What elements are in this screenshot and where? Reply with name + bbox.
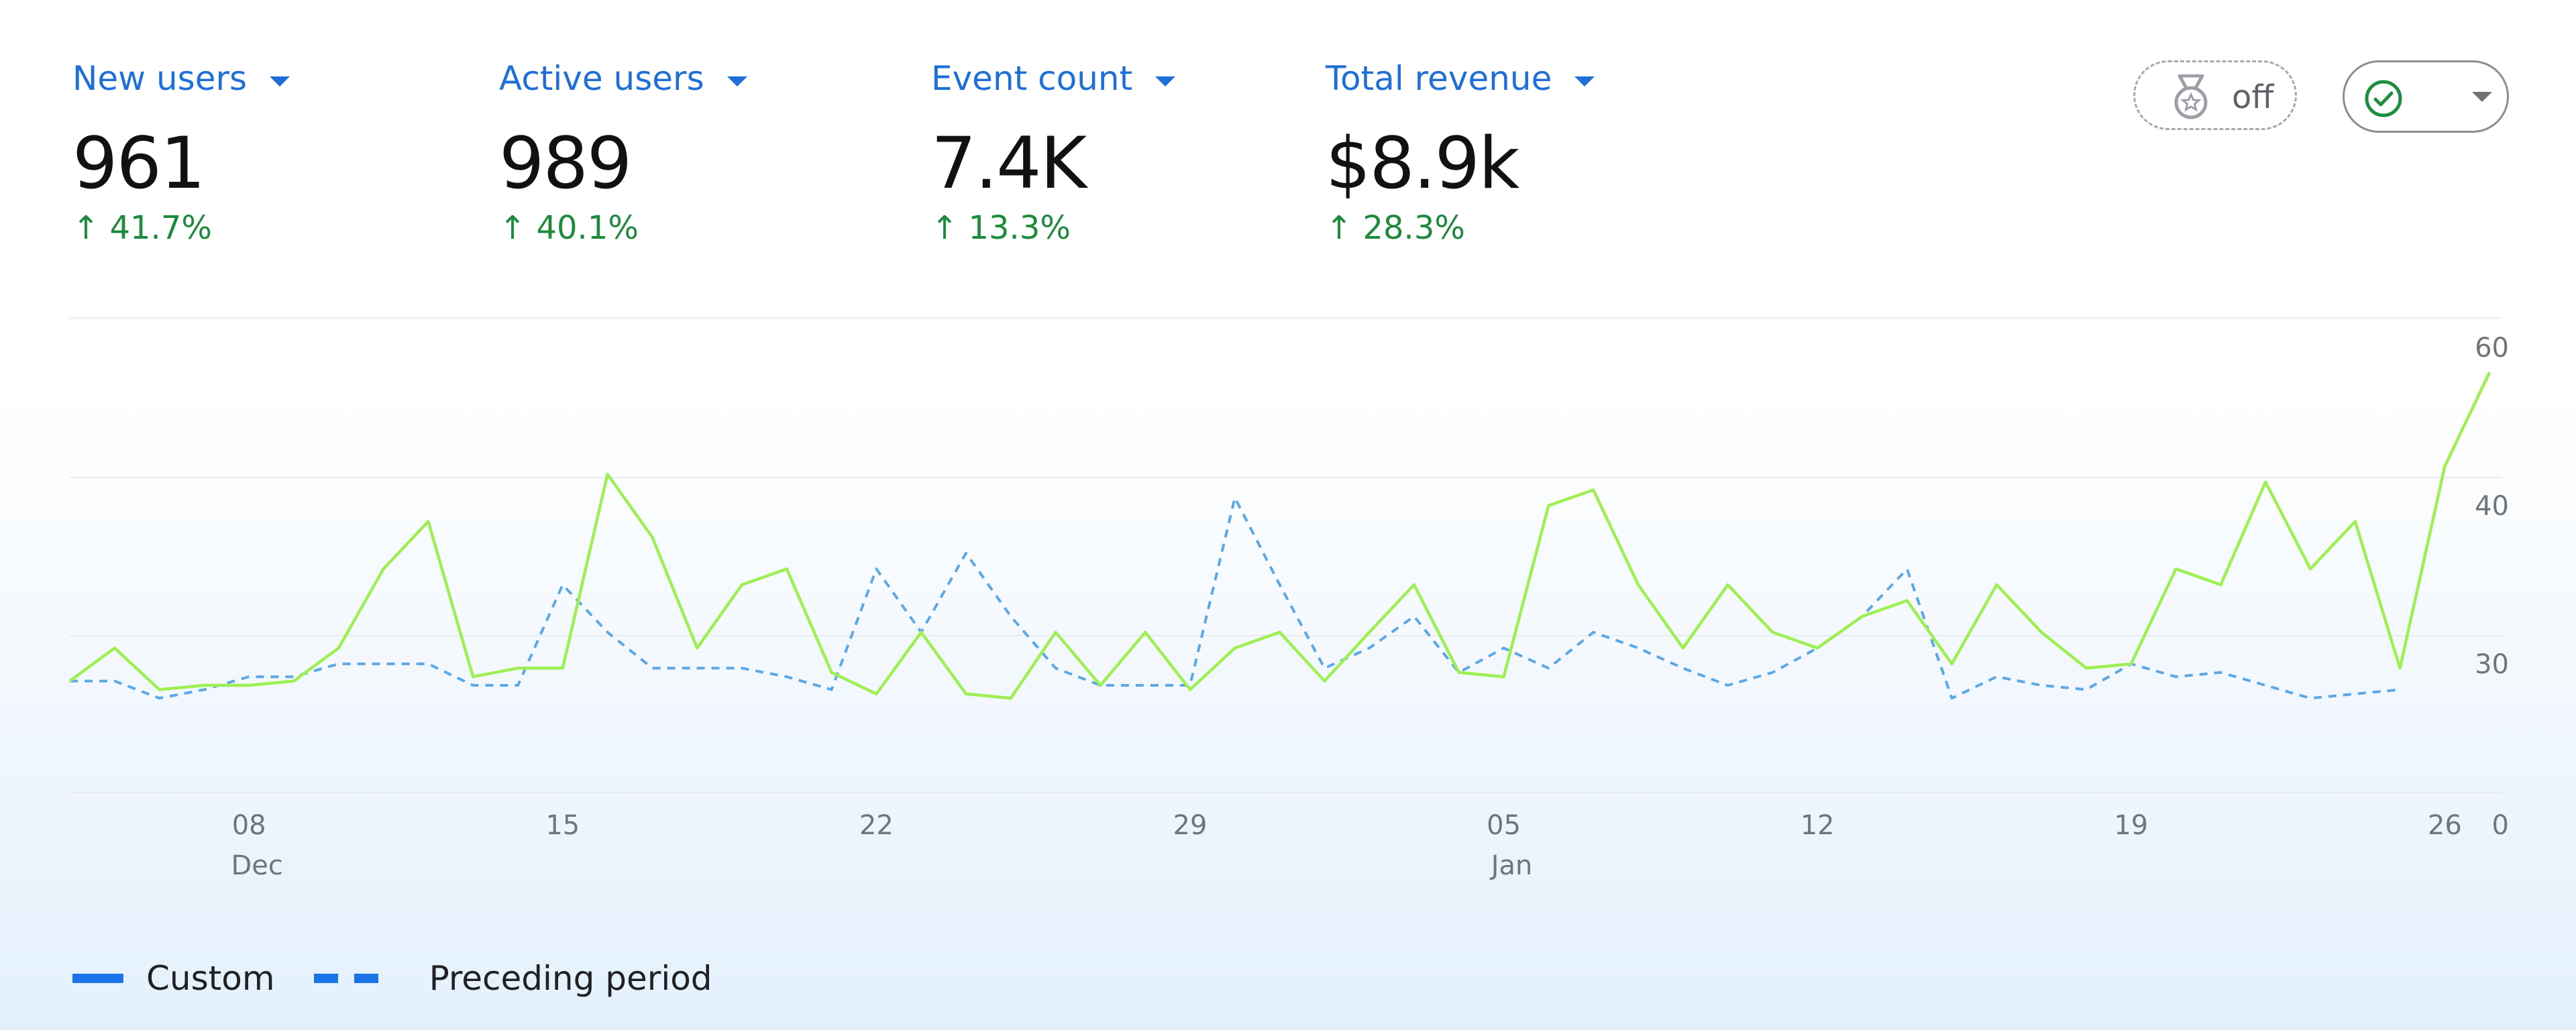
metric-delta: ↑ 28.3% bbox=[1326, 209, 1465, 247]
x-tick-day-label: 05 bbox=[1487, 810, 1521, 841]
series-line-custom bbox=[68, 371, 2491, 700]
metric-title: Total revenue bbox=[1326, 59, 1552, 98]
y-tick-label: 30 bbox=[2475, 649, 2509, 680]
caret-down-icon bbox=[1574, 76, 1595, 87]
y-tick-label: 40 bbox=[2475, 491, 2509, 522]
legend-item-custom[interactable]: Custom bbox=[72, 959, 275, 998]
metric-title: New users bbox=[72, 59, 248, 98]
metric-selector-active-users[interactable]: Active users bbox=[499, 52, 747, 105]
chart-legend: Custom Preceding period bbox=[72, 955, 712, 1002]
chart-grid bbox=[70, 317, 2502, 793]
caret-down-icon bbox=[1155, 76, 1176, 87]
x-tick-day-label: 08 bbox=[232, 810, 266, 841]
metric-value: 989 bbox=[499, 122, 632, 205]
metric-selector-event-count[interactable]: Event count bbox=[931, 52, 1176, 105]
line-chart: 0 30 40 60 08 Dec 15 22 29 05 Jan 12 19 26 bbox=[68, 317, 2509, 881]
x-tick-day-label: 26 bbox=[2428, 810, 2462, 841]
metric-value: $8.9k bbox=[1326, 122, 1519, 205]
check-circle-icon bbox=[2365, 80, 2402, 117]
metric-total-revenue: Total revenue $8.9k ↑ 28.3% bbox=[1326, 52, 1595, 248]
x-tick-month-label: Dec bbox=[231, 850, 282, 881]
x-tick-month-label: Jan bbox=[1489, 850, 1533, 881]
legend-swatch-solid bbox=[72, 974, 123, 983]
x-axis-labels: 08 Dec 15 22 29 05 Jan 12 19 26 bbox=[231, 810, 2461, 881]
metric-selector-new-users[interactable]: New users bbox=[72, 52, 290, 105]
y-axis-labels: 0 30 40 60 bbox=[2475, 333, 2509, 841]
award-ribbon-icon bbox=[2174, 74, 2208, 119]
metric-title: Event count bbox=[931, 59, 1133, 98]
metric-value: 961 bbox=[72, 122, 205, 205]
metric-event-count: Event count 7.4K ↑ 13.3% bbox=[931, 52, 1176, 248]
x-tick-day-label: 12 bbox=[1801, 810, 1835, 841]
legend-swatch-dashed bbox=[313, 974, 381, 983]
chart-series bbox=[68, 371, 2491, 700]
status-select[interactable] bbox=[2343, 60, 2509, 133]
x-tick-day-label: 22 bbox=[859, 810, 894, 841]
metric-delta: ↑ 41.7% bbox=[72, 209, 212, 247]
award-toggle-label: off bbox=[2232, 78, 2274, 116]
caret-down-icon bbox=[270, 76, 290, 87]
metric-selector-total-revenue[interactable]: Total revenue bbox=[1326, 52, 1595, 105]
chevron-down-icon bbox=[2472, 92, 2492, 102]
metric-delta: ↑ 13.3% bbox=[931, 209, 1071, 247]
x-tick-day-label: 19 bbox=[2114, 810, 2148, 841]
x-tick-day-label: 29 bbox=[1173, 810, 1208, 841]
metric-active-users: Active users 989 ↑ 40.1% bbox=[499, 52, 747, 248]
x-tick-day-label: 15 bbox=[545, 810, 580, 841]
legend-item-preceding-period[interactable]: Preceding period bbox=[313, 959, 712, 998]
legend-label: Custom bbox=[146, 959, 275, 998]
metric-value: 7.4K bbox=[931, 122, 1087, 205]
award-toggle[interactable]: off bbox=[2133, 60, 2297, 130]
series-line-preceding-period bbox=[70, 496, 2400, 700]
metric-new-users: New users 961 ↑ 41.7% bbox=[72, 52, 290, 248]
y-tick-label: 60 bbox=[2475, 333, 2509, 363]
metric-delta: ↑ 40.1% bbox=[499, 209, 639, 247]
legend-label: Preceding period bbox=[429, 959, 712, 998]
metric-title: Active users bbox=[499, 59, 704, 98]
caret-down-icon bbox=[727, 76, 747, 87]
y-tick-label: 0 bbox=[2492, 810, 2509, 841]
